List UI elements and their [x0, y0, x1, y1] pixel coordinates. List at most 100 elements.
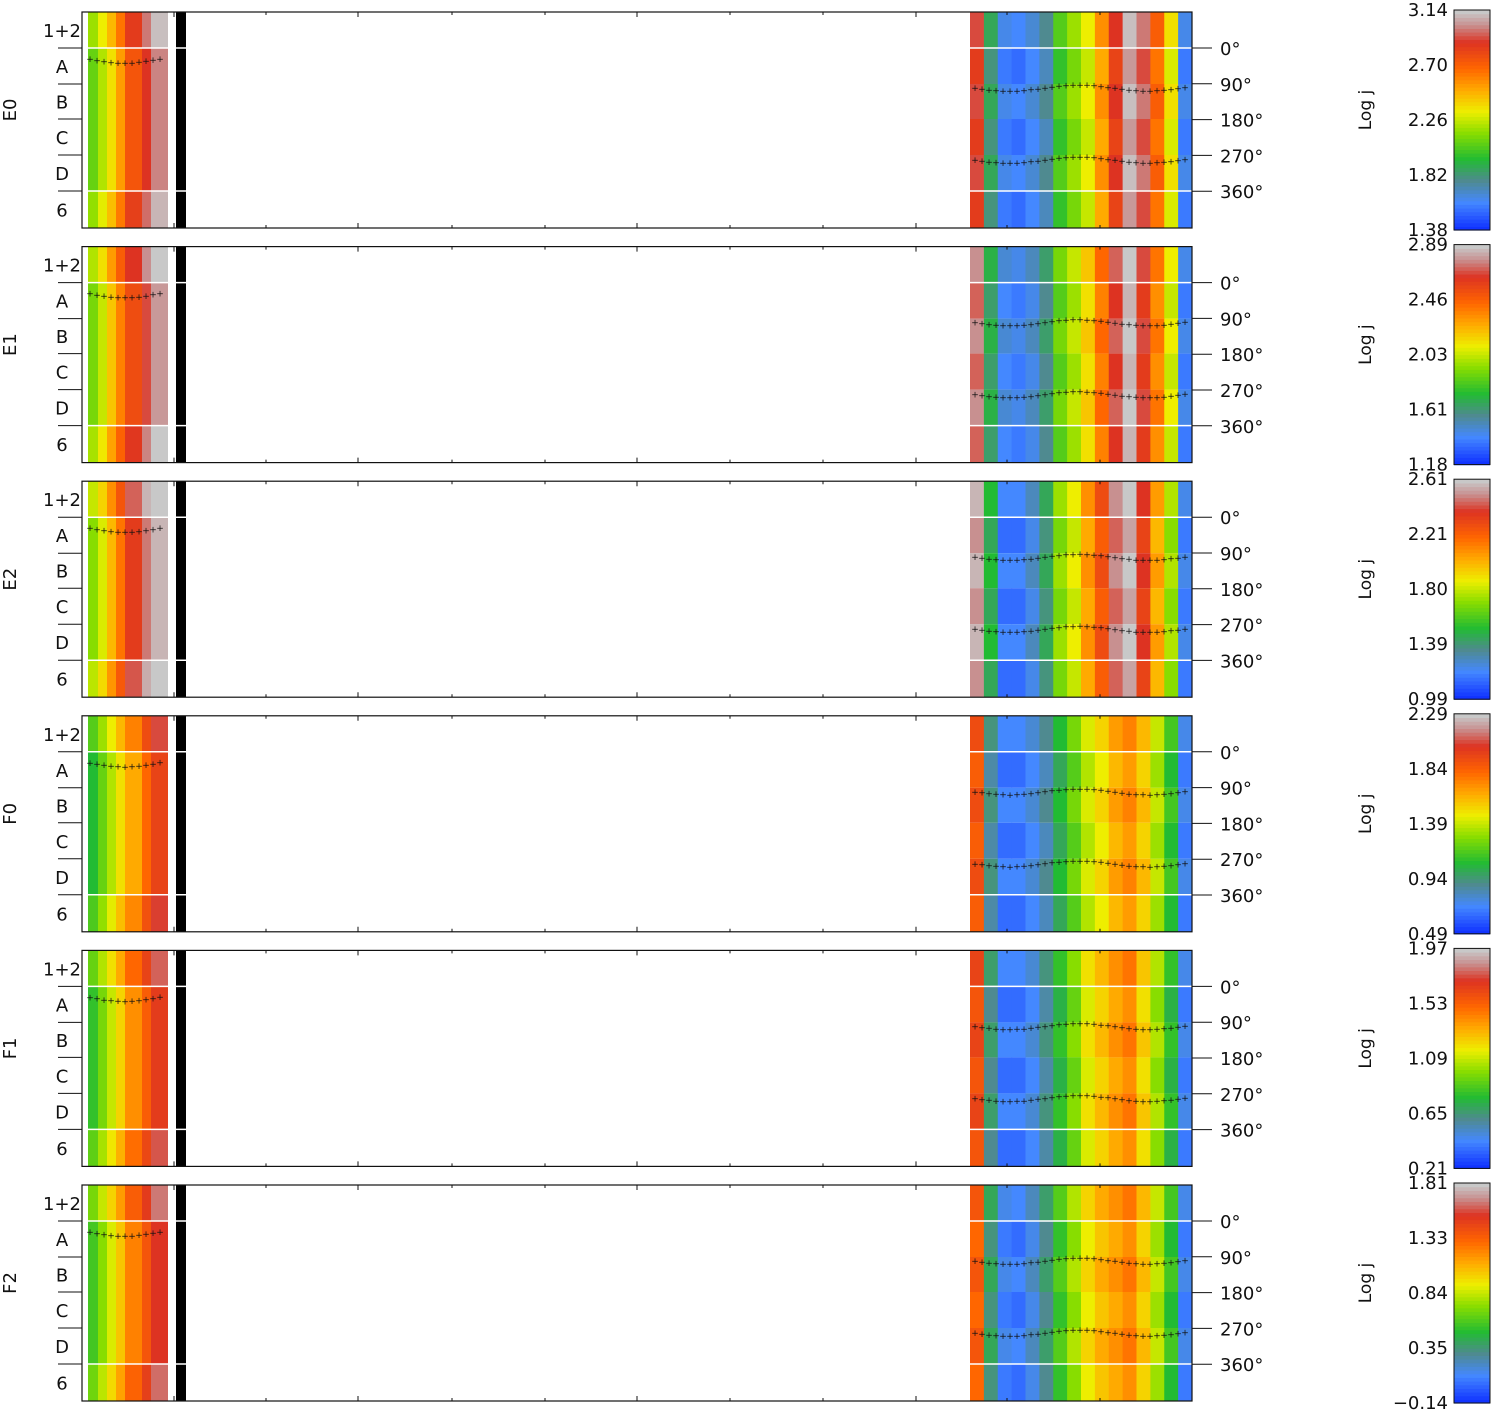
heatmap-cell	[984, 247, 998, 283]
heatmap-cell	[1123, 119, 1137, 155]
heatmap-cell	[142, 1129, 151, 1166]
colorbar-segment	[1454, 479, 1490, 483]
heatmap-cell	[1095, 354, 1109, 390]
heatmap-cell	[151, 986, 168, 1129]
heatmap-cell	[98, 1364, 107, 1401]
heatmap-cell	[1053, 247, 1067, 283]
heatmap-cell	[1123, 426, 1137, 463]
colorbar-segment	[1454, 1058, 1490, 1062]
colorbar-segment	[1454, 578, 1490, 582]
heatmap-cell	[1123, 48, 1137, 84]
heatmap-cell	[984, 481, 998, 517]
colorbar-segment	[1454, 494, 1490, 498]
colorbar-segment	[1454, 1106, 1490, 1110]
heatmap-cell	[998, 517, 1012, 553]
colorbar-segment	[1454, 204, 1490, 208]
colorbar-segment	[1454, 303, 1490, 307]
colorbar-segment	[1454, 1084, 1490, 1088]
heatmap-cell	[970, 660, 984, 697]
heatmap-cell	[1067, 283, 1081, 319]
heatmap-cell	[984, 1292, 998, 1328]
heatmap-cell	[1012, 48, 1026, 84]
heatmap-cell	[1012, 12, 1026, 48]
colorbar-segment	[1454, 739, 1490, 743]
heatmap-cell	[1137, 48, 1151, 84]
colorbar-segment	[1454, 750, 1490, 754]
heatmap-cell	[1012, 247, 1026, 283]
heatmap-cell	[1109, 247, 1123, 283]
colorbar-segment	[1454, 1190, 1490, 1194]
trace-marker: +	[1181, 318, 1189, 328]
heatmap-cell	[1123, 1129, 1137, 1166]
angle-tick-label: 360°	[1220, 1121, 1263, 1142]
colorbar-segment	[1454, 1187, 1490, 1191]
colorbar-segment	[1454, 1018, 1490, 1022]
heatmap-cell	[1164, 588, 1178, 624]
colorbar-segment	[1454, 102, 1490, 106]
heatmap-cell	[1081, 1129, 1095, 1166]
heatmap-cell	[1178, 1129, 1192, 1166]
heatmap-cell	[1012, 716, 1026, 752]
heatmap-cell	[1123, 752, 1137, 788]
colorbar-segment	[1454, 87, 1490, 91]
colorbar-segment	[1454, 1095, 1490, 1099]
heatmap-cell	[1012, 1292, 1026, 1328]
heatmap-cell	[1123, 895, 1137, 932]
colorbar-segment	[1454, 1385, 1490, 1389]
heatmap-cell	[88, 660, 98, 697]
colorbar-segment	[1454, 1198, 1490, 1202]
colorbar-segment	[1454, 384, 1490, 388]
colorbar-tick-label: 1.97	[1408, 938, 1448, 959]
heatmap-cell	[142, 517, 151, 660]
colorbar-segment	[1454, 142, 1490, 146]
row-label: B	[56, 796, 68, 817]
heatmap-cell	[125, 48, 142, 191]
heatmap-cell	[1164, 950, 1178, 986]
trace-marker: +	[156, 1228, 164, 1238]
heatmap-cell	[1095, 716, 1109, 752]
heatmap-cell	[88, 986, 98, 1129]
heatmap-cell	[1053, 895, 1067, 932]
heatmap-cell	[1012, 895, 1026, 932]
heatmap-cell	[125, 426, 142, 463]
row-label: B	[56, 562, 68, 583]
colorbar-segment	[1454, 311, 1490, 315]
heatmap-cell	[107, 660, 116, 697]
heatmap-cell	[1067, 660, 1081, 697]
colorbar-segment	[1454, 776, 1490, 780]
colorbar-segment	[1454, 717, 1490, 721]
colorbar-segment	[1454, 923, 1490, 927]
heatmap-cell	[1150, 1364, 1164, 1401]
heatmap-cell	[1067, 354, 1081, 390]
heatmap-cell	[998, 950, 1012, 986]
heatmap-cell	[1053, 119, 1067, 155]
colorbar-tick-label: 2.26	[1408, 110, 1448, 131]
heatmap-cell	[125, 950, 142, 986]
heatmap-cell	[1026, 12, 1040, 48]
heatmap-cell	[1012, 752, 1026, 788]
colorbar-tick-label: 2.03	[1408, 345, 1448, 366]
heatmap-cell	[1067, 481, 1081, 517]
colorbar-segment	[1454, 450, 1490, 454]
heatmap-cell	[151, 426, 168, 463]
colorbar-segment	[1454, 608, 1490, 612]
heatmap-cell	[984, 354, 998, 390]
heatmap-cell	[142, 247, 151, 283]
colorbar-segment	[1454, 1066, 1490, 1070]
colorbar-segment	[1454, 857, 1490, 861]
heatmap-cell	[142, 660, 151, 697]
heatmap-cell	[125, 247, 142, 283]
heatmap-cell	[1095, 1129, 1109, 1166]
colorbar-segment	[1454, 413, 1490, 417]
colorbar-segment	[1454, 816, 1490, 820]
heatmap-cell	[151, 895, 168, 932]
heatmap-cell	[1123, 1185, 1137, 1221]
heatmap-cell	[107, 986, 116, 1129]
angle-tick-label: 180°	[1220, 814, 1263, 835]
heatmap-cell	[1123, 986, 1137, 1022]
heatmap-cell	[1164, 660, 1178, 697]
colorbar-segment	[1454, 904, 1490, 908]
heatmap-cell	[1150, 481, 1164, 517]
heatmap-cell	[1053, 823, 1067, 859]
heatmap-cell	[1067, 716, 1081, 752]
